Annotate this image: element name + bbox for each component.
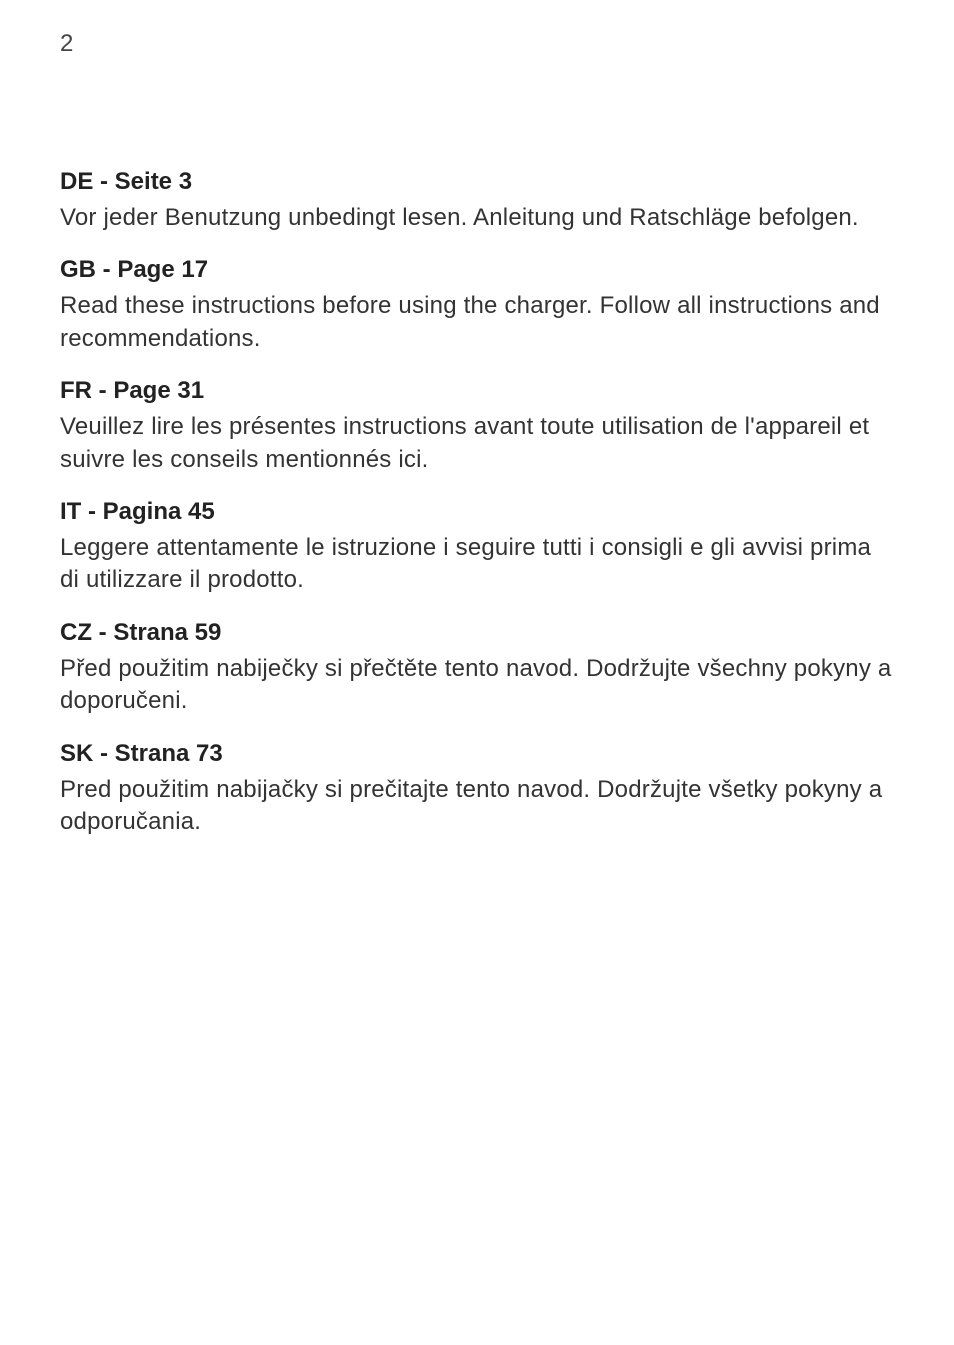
section-fr: FR - Page 31 Veuillez lire les présentes… xyxy=(60,377,894,476)
body-sk: Pred použitim nabijačky si prečitajte te… xyxy=(60,774,894,839)
body-fr: Veuillez lire les présentes instructions… xyxy=(60,411,894,476)
heading-gb: GB - Page 17 xyxy=(60,256,894,284)
body-cz: Před použitim nabiječky si přečtěte tent… xyxy=(60,653,894,718)
body-gb: Read these instructions before using the… xyxy=(60,290,894,355)
section-de: DE - Seite 3 Vor jeder Benutzung unbedin… xyxy=(60,168,894,234)
section-it: IT - Pagina 45 Leggere attentamente le i… xyxy=(60,498,894,597)
body-it: Leggere attentamente le istruzione i seg… xyxy=(60,532,894,597)
heading-cz: CZ - Strana 59 xyxy=(60,619,894,647)
section-gb: GB - Page 17 Read these instructions bef… xyxy=(60,256,894,355)
heading-de: DE - Seite 3 xyxy=(60,168,894,196)
page-number: 2 xyxy=(60,30,894,58)
section-cz: CZ - Strana 59 Před použitim nabiječky s… xyxy=(60,619,894,718)
body-de: Vor jeder Benutzung unbedingt lesen. Anl… xyxy=(60,202,894,234)
heading-fr: FR - Page 31 xyxy=(60,377,894,405)
section-sk: SK - Strana 73 Pred použitim nabijačky s… xyxy=(60,740,894,839)
heading-it: IT - Pagina 45 xyxy=(60,498,894,526)
heading-sk: SK - Strana 73 xyxy=(60,740,894,768)
